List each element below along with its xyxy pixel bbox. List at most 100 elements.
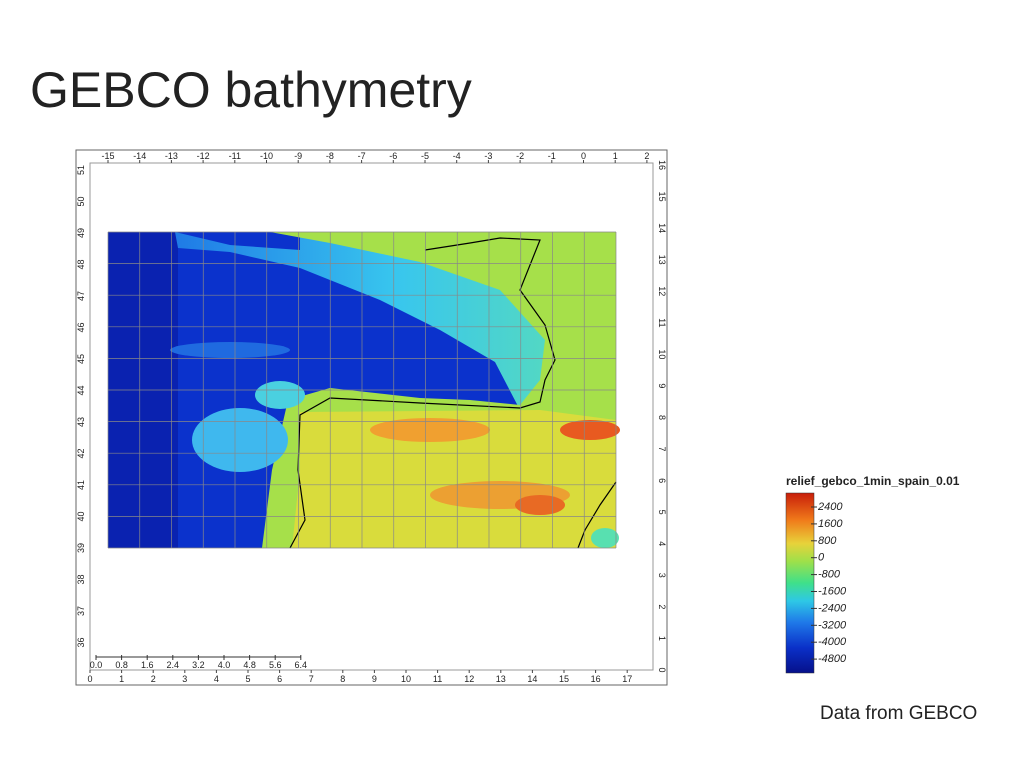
top-tick-label: -3 [484,151,492,161]
legend-label: 0 [818,552,825,564]
galicia-bank [192,408,288,472]
left-tick-label: 47 [76,291,86,301]
top-tick-label: -1 [548,151,556,161]
right-tick-label: 0 [657,667,667,672]
bottom-tick-label: 8 [340,674,345,684]
legend-label: 800 [818,535,837,547]
left-tick-label: 44 [76,385,86,395]
right-tick-label: 14 [657,223,667,233]
right-tick-label: 12 [657,286,667,296]
legend-label: -3200 [818,619,847,631]
bottom-tick-label: 11 [433,674,442,684]
left-tick-label: 50 [76,196,86,206]
colorbar [785,492,815,674]
left-tick-label: 41 [76,480,86,490]
shelf-edge [175,232,300,250]
legend-label: -2400 [818,602,847,614]
scale-label: 4.0 [218,660,231,670]
scale-label: 1.6 [141,660,154,670]
left-tick-label: 39 [76,543,86,553]
coastline-east [577,481,617,549]
coastline [289,237,556,549]
graticule [107,231,617,549]
top-tick-label: -14 [133,151,146,161]
top-tick-label: -11 [229,151,241,161]
left-tick-label: 42 [76,448,86,458]
scale-label: 0.8 [115,660,128,670]
bottom-tick-label: 1 [119,674,124,684]
top-tick-label: -15 [101,151,114,161]
right-tick-label: 2 [657,604,667,609]
right-tick-label: 8 [657,415,667,420]
right-tick-label: 15 [657,192,667,202]
bottom-tick-label: 6 [277,674,282,684]
legend-labels: 2400 1600 800 0 -800 -1600 -2400 -3200 -4000 -480… [811,501,847,665]
right-tick-label: 4 [657,541,667,546]
left-tick-label: 48 [76,259,86,269]
left-tick-label: 37 [76,606,86,616]
scale-label: 6.4 [295,660,308,670]
pyrenees [560,420,620,440]
bottom-tick-label: 3 [182,674,187,684]
top-tick-label: -4 [453,151,461,161]
top-tick-label: 2 [644,151,649,161]
map-inner-frame [89,162,654,671]
top-tick-label: -13 [165,151,178,161]
legend-label: 1600 [818,518,843,530]
bottom-tick-label: 16 [591,674,601,684]
caption: Data from GEBCO [820,703,977,724]
right-tick-label: 7 [657,447,667,452]
scale-label: 3.2 [192,660,205,670]
scale-label: 5.6 [269,660,282,670]
slide-title: GEBCO bathymetry [30,62,472,118]
left-tick-label: 49 [76,228,86,238]
med [591,528,619,548]
top-tick-label: -5 [421,151,429,161]
top-tick-label: 0 [581,151,586,161]
bottom-tick-label: 4 [214,674,219,684]
bottom-tick-label: 2 [151,674,156,684]
legend-label: -1600 [818,586,847,598]
right-tick-label: 13 [657,255,667,265]
bottom-tick-label: 17 [622,674,632,684]
top-tick-label: -10 [260,151,273,161]
left-tick-label: 45 [76,354,86,364]
legend-label: 2400 [817,501,843,513]
shelf-nw [255,381,305,409]
scale-label: 0.0 [90,660,103,670]
mountains-n [370,418,490,442]
bottom-tick-label: 7 [309,674,314,684]
legend-label: -800 [818,569,841,581]
peaks [515,495,565,515]
left-tick-label: 51 [76,165,86,175]
top-tick-label: -6 [389,151,397,161]
top-tick-label: -12 [197,151,210,161]
bottom-tick-label: 13 [496,674,506,684]
top-tick-label: -8 [326,151,334,161]
legend-title: relief_gebco_1min_spain_0.01 [786,474,960,488]
ridge [170,342,290,358]
scale-label: 4.8 [243,660,256,670]
top-tick-label: -7 [358,151,366,161]
right-tick-label: 5 [657,510,667,515]
right-tick-label: 9 [657,383,667,388]
left-tick-label: 46 [76,322,86,332]
bottom-tick-label: 12 [464,674,474,684]
top-tick-label: 1 [613,151,618,161]
left-tick-label: 40 [76,511,86,521]
scale-label: 2.4 [167,660,180,670]
ticks: -15 -14 -13 -12 -11 -10 -9 -8 -7 -6 -5 -4 -3 -2 -1 0 1 20… [76,151,667,684]
legend-label: -4800 [818,653,847,665]
right-tick-label: 10 [657,349,667,359]
legend-label: -4000 [818,636,847,648]
top-tick-label: -2 [516,151,524,161]
left-tick-label: 43 [76,417,86,427]
bottom-tick-label: 0 [87,674,92,684]
right-tick-label: 16 [657,160,667,170]
left-tick-label: 38 [76,574,86,584]
right-tick-label: 1 [657,636,667,641]
bottom-tick-label: 5 [245,674,250,684]
bottom-tick-label: 15 [559,674,569,684]
bottom-tick-label: 14 [527,674,537,684]
